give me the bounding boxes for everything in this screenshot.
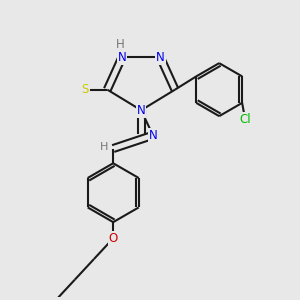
Text: N: N	[118, 51, 126, 64]
Text: Cl: Cl	[239, 112, 251, 126]
Text: O: O	[109, 232, 118, 245]
Text: S: S	[82, 83, 89, 96]
Text: N: N	[137, 104, 146, 117]
Text: H: H	[100, 142, 109, 152]
Text: H: H	[116, 38, 125, 50]
Text: N: N	[148, 129, 157, 142]
Text: N: N	[156, 51, 165, 64]
